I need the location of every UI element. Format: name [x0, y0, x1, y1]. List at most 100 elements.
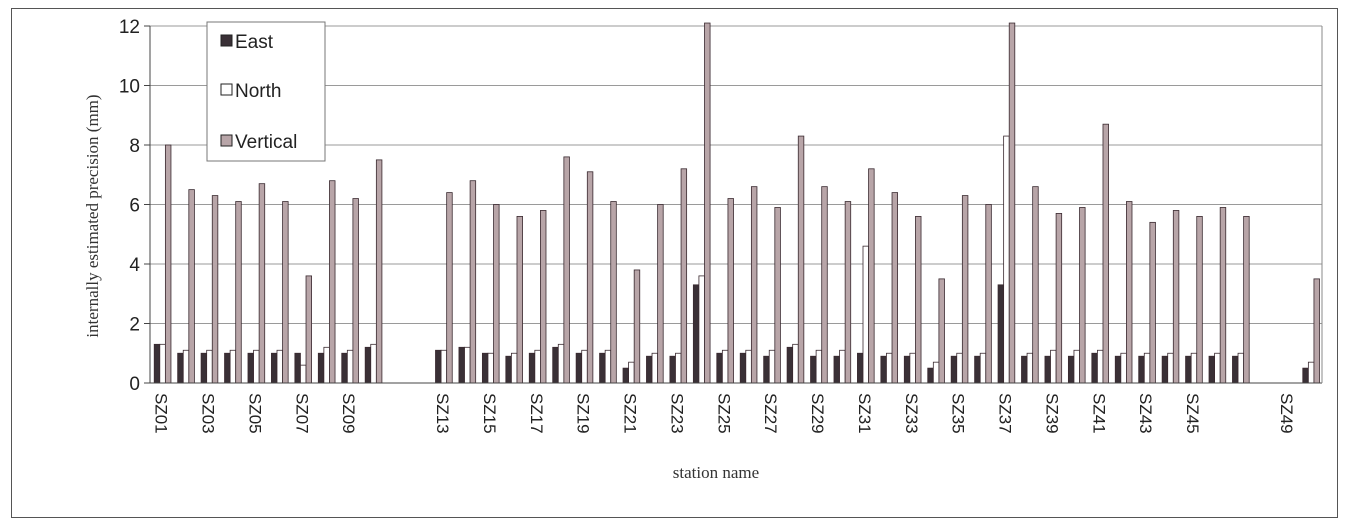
x-tick-label: SZ15	[480, 393, 499, 434]
bar-east-sz03	[200, 352, 208, 384]
bars-layer	[153, 22, 1320, 384]
bar-north-sz08	[323, 346, 330, 384]
bar-east-sz06	[271, 352, 278, 384]
bar-east-sz50	[1302, 367, 1309, 384]
bar-vertical-sz24	[704, 22, 711, 384]
y-tick-label: 10	[119, 77, 140, 98]
legend-label-north: North	[235, 81, 281, 102]
bar-north-sz32	[886, 352, 893, 384]
x-tick-label: SZ13	[433, 393, 452, 434]
bar-east-sz15	[481, 352, 489, 384]
bar-vertical-sz47	[1243, 215, 1250, 384]
bar-north-sz38	[1026, 352, 1034, 384]
y-tick-label: 6	[129, 196, 140, 217]
bar-east-sz30	[833, 355, 840, 384]
bar-north-sz22	[651, 352, 659, 384]
bar-vertical-sz44	[1172, 210, 1180, 384]
bar-vertical-sz28	[797, 135, 805, 384]
x-tick-label: SZ09	[339, 393, 358, 434]
bar-vertical-sz19	[586, 171, 594, 384]
bar-vertical-sz23	[680, 168, 688, 384]
bar-east-sz43	[1138, 355, 1145, 384]
bar-east-sz18	[552, 346, 559, 384]
bar-vertical-sz35	[961, 195, 969, 384]
bar-vertical-sz50	[1313, 278, 1320, 384]
bar-east-sz02	[177, 352, 184, 384]
bar-east-sz28	[786, 346, 794, 384]
bar-north-sz36	[979, 352, 987, 384]
legend-label-east: East	[235, 32, 274, 53]
bar-east-sz22	[646, 355, 653, 384]
bar-north-sz21	[628, 361, 635, 384]
bar-north-sz20	[604, 349, 612, 384]
bar-east-sz21	[622, 367, 630, 384]
bar-east-sz17	[528, 352, 536, 384]
bar-north-sz30	[839, 349, 846, 384]
bar-east-sz01	[153, 343, 161, 384]
x-tick-label: SZ27	[761, 393, 780, 434]
x-tick-label: SZ35	[949, 393, 968, 434]
bar-east-sz07	[294, 352, 301, 384]
y-tick-label: 0	[129, 374, 140, 395]
bar-north-sz18	[557, 343, 565, 384]
x-tick-label: SZ05	[246, 393, 265, 434]
bar-east-sz34	[927, 367, 934, 384]
bar-vertical-sz42	[1126, 201, 1133, 384]
x-tick-label: SZ21	[621, 393, 640, 434]
bar-vertical-sz17	[540, 210, 547, 384]
bar-vertical-sz45	[1196, 215, 1203, 384]
x-tick-label: SZ19	[574, 393, 593, 434]
bar-vertical-sz09	[352, 198, 359, 384]
x-tick-label: SZ01	[152, 393, 171, 434]
bar-vertical-sz10	[375, 159, 383, 384]
bar-vertical-sz34	[938, 278, 945, 384]
bar-north-sz10	[370, 343, 377, 384]
bar-vertical-sz26	[750, 186, 758, 384]
bar-vertical-sz14	[469, 180, 477, 384]
x-tick-label: SZ41	[1089, 393, 1108, 434]
bar-east-sz41	[1091, 352, 1098, 384]
x-tick-label: SZ29	[808, 393, 827, 434]
bar-north-sz29	[815, 349, 823, 384]
bar-vertical-sz31	[868, 168, 875, 384]
bar-north-sz07	[300, 364, 307, 384]
bar-vertical-sz01	[164, 144, 172, 384]
bar-vertical-sz30	[844, 201, 852, 384]
bar-north-sz47	[1237, 352, 1245, 384]
x-tick-labels: SZ01 SZ03 SZ05 SZ07 SZ09 SZ13 SZ15 SZ17 SZ19 SZ21…	[152, 393, 1296, 434]
bar-north-sz34	[932, 361, 940, 384]
bar-east-sz39	[1044, 355, 1051, 384]
bar-north-sz06	[276, 349, 283, 384]
x-tick-label: SZ07	[292, 393, 311, 434]
bar-vertical-sz22	[657, 204, 664, 384]
bar-vertical-sz20	[610, 201, 617, 384]
bar-north-sz13	[440, 349, 448, 384]
bar-vertical-sz18	[563, 156, 570, 384]
bar-east-sz36	[974, 355, 981, 384]
x-tick-label: SZ03	[199, 393, 218, 434]
bar-vertical-sz07	[305, 275, 312, 384]
bar-north-sz39	[1050, 349, 1057, 384]
bar-east-sz20	[599, 352, 606, 384]
bar-north-sz14	[464, 346, 471, 384]
bar-north-sz28	[792, 343, 799, 384]
bar-east-sz38	[1021, 355, 1028, 384]
bar-east-sz04	[224, 352, 231, 384]
bar-vertical-sz25	[727, 198, 734, 384]
bar-east-sz44	[1161, 355, 1169, 384]
bar-vertical-sz06	[282, 201, 289, 384]
bar-vertical-sz03	[211, 195, 219, 384]
x-tick-label: SZ39	[1042, 393, 1061, 434]
bar-east-sz27	[763, 355, 770, 384]
bar-north-sz27	[768, 349, 776, 384]
bar-east-sz23	[669, 355, 676, 384]
axes-layer: 0 2 4 6 8 10 12	[119, 17, 1323, 395]
y-tick-label: 2	[129, 315, 140, 336]
bar-east-sz08	[317, 352, 325, 384]
x-tick-label: SZ31	[855, 393, 874, 434]
bar-east-sz26	[739, 352, 747, 384]
bar-north-sz26	[745, 349, 752, 384]
x-tick-label: SZ45	[1183, 393, 1202, 434]
y-axis-title: internally estimated precision (mm)	[83, 94, 102, 337]
bar-north-sz01	[159, 343, 166, 384]
